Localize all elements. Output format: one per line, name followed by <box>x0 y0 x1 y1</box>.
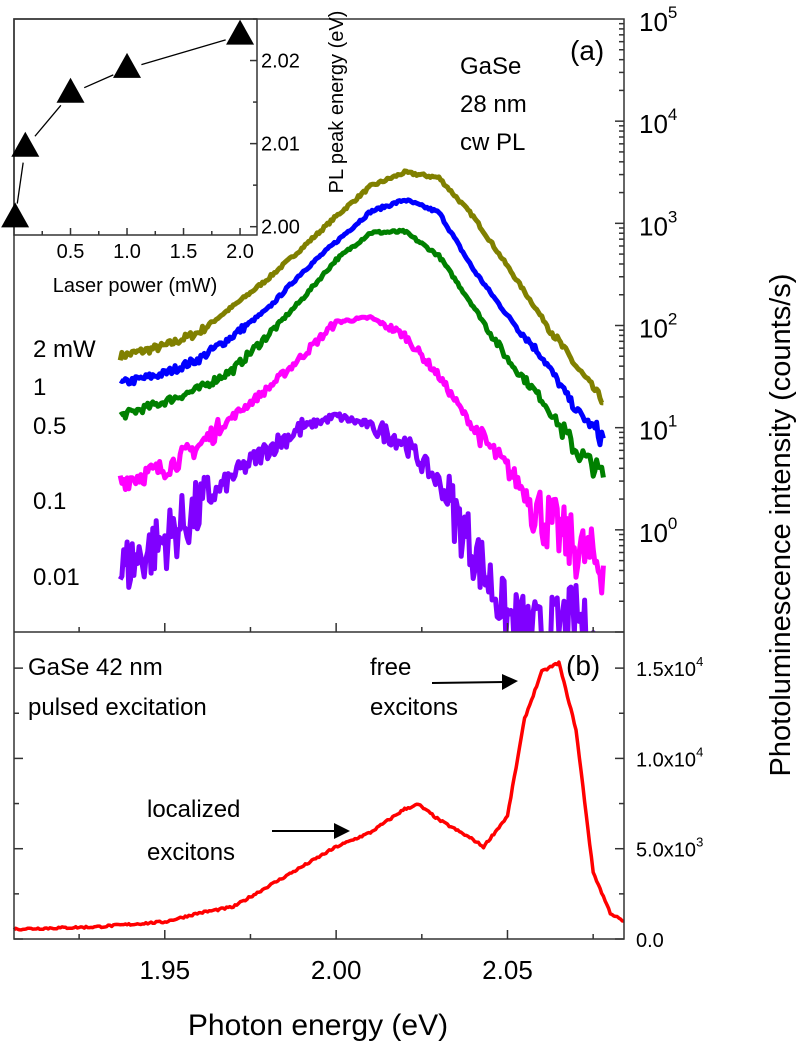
free-excitons-label-2: excitons <box>370 694 458 721</box>
y-tick-label: 0.0 <box>636 930 664 952</box>
panel-a-label: (a) <box>570 35 604 66</box>
y-tick-label: 100 <box>639 514 677 548</box>
free-excitons-label-1: free <box>370 654 411 681</box>
inset-x-tick-label: 0.5 <box>57 241 85 263</box>
inset-x-axis-title: Laser power (mW) <box>53 275 217 297</box>
x-axis-title: Photon energy (eV) <box>188 1009 448 1042</box>
panel-b-label: (b) <box>566 650 600 681</box>
inset-connector <box>141 39 226 66</box>
power-label-2mw: 2 mW <box>33 336 96 363</box>
localized-excitons-label-2: excitons <box>147 839 235 866</box>
plot-frame <box>13 18 625 940</box>
inset-triangle-marker <box>11 131 40 157</box>
inset-y-tick-label: 2.00 <box>261 217 300 239</box>
sample-label-b: GaSe 42 nm <box>28 654 163 681</box>
pl-curve-0.1 <box>117 314 606 596</box>
localized-excitons-label-1: localized <box>147 796 240 823</box>
sample-label-a: GaSe <box>460 53 521 80</box>
inset-connector <box>83 74 114 89</box>
inset-plot: 0.5 1.0 1.5 2.0 2.00 2.01 2.02 <box>1 18 300 263</box>
pl-curve-0.01 <box>118 411 596 632</box>
inset-triangle-marker <box>226 19 255 45</box>
power-label-1: 1 <box>33 374 46 401</box>
x-tick-label: 1.95 <box>139 955 190 985</box>
inset-x-tick-label: 1.0 <box>113 241 141 263</box>
inset-connector <box>16 162 24 204</box>
power-label-0.01: 0.01 <box>33 564 80 591</box>
pl-curve-0.5 <box>118 227 606 479</box>
y-tick-label: 102 <box>639 310 677 344</box>
pl-curve-2mW <box>117 168 605 406</box>
y-axis-title: Photoluminescence intensity (counts/s) <box>765 274 797 777</box>
inset-x-tick-label: 2.0 <box>226 241 254 263</box>
y-tick-label: 104 <box>639 105 677 139</box>
y-tick-label: 103 <box>639 207 677 241</box>
y-tick-label: 101 <box>639 412 677 446</box>
inset-connector <box>34 104 62 137</box>
localized-excitons-arrow <box>272 823 350 839</box>
inset-y-axis-title: PL peak energy (eV) <box>326 11 348 194</box>
inset-y-tick-label: 2.02 <box>261 51 300 73</box>
pulsed-pl-curve <box>12 660 625 932</box>
inset-triangle-marker <box>56 77 85 103</box>
y-tick-label: 105 <box>639 3 677 37</box>
free-excitons-arrow <box>431 674 518 690</box>
y-tick-label: 5.0x103 <box>636 835 703 862</box>
panel-b-curve <box>12 660 625 932</box>
excitation-label-b: pulsed excitation <box>28 694 207 721</box>
x-tick-label: 2.05 <box>482 955 533 985</box>
power-label-0.1: 0.1 <box>33 488 66 515</box>
inset-triangle-marker <box>113 52 142 78</box>
power-label-0.5: 0.5 <box>33 413 66 440</box>
thickness-label-a: 28 nm <box>460 91 527 118</box>
panel-a-curves <box>117 168 606 632</box>
y-tick-label: 1.5x104 <box>636 654 703 681</box>
x-tick-label: 2.00 <box>311 955 362 985</box>
y-tick-label: 1.0x104 <box>636 744 703 771</box>
pl-curve-1 <box>118 197 606 448</box>
axes: 1.95 2.00 2.05 100 101 102 103 104 105 0.0 5.0x103… <box>13 3 703 985</box>
inset-x-tick-label: 1.5 <box>170 241 198 263</box>
inset-frame <box>13 18 258 236</box>
inset-y-tick-label: 2.01 <box>261 134 300 156</box>
inset-triangle-marker <box>1 202 30 228</box>
mode-label-a: cw PL <box>460 129 525 156</box>
